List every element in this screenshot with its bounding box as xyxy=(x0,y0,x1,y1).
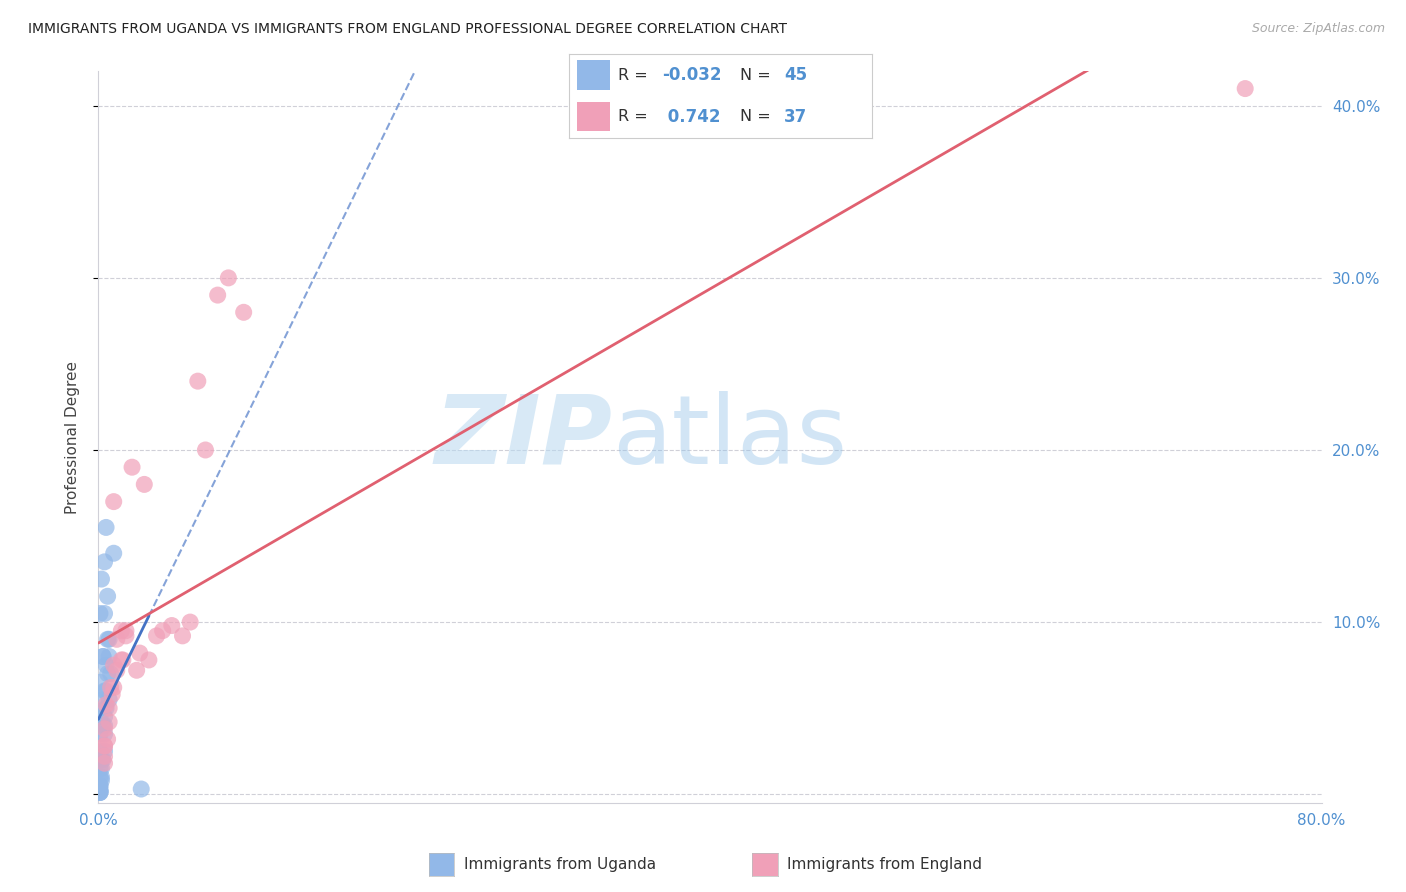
Point xyxy=(115,624,138,638)
Point xyxy=(98,692,121,706)
Point xyxy=(94,520,117,534)
Point xyxy=(89,675,111,690)
Point xyxy=(93,744,115,758)
Bar xyxy=(576,61,610,90)
Point xyxy=(93,727,115,741)
Point xyxy=(90,572,112,586)
Point xyxy=(172,629,194,643)
Point xyxy=(97,732,120,747)
Text: Immigrants from England: Immigrants from England xyxy=(787,857,983,871)
Point xyxy=(134,477,156,491)
Point xyxy=(179,615,201,629)
Point xyxy=(90,761,112,775)
Point xyxy=(93,749,115,764)
Point xyxy=(160,618,183,632)
Point xyxy=(103,681,125,695)
Point xyxy=(1234,81,1257,95)
Point xyxy=(93,756,115,771)
Point xyxy=(93,710,115,724)
Point xyxy=(93,739,115,753)
Point xyxy=(89,785,111,799)
Point xyxy=(121,460,143,475)
Point xyxy=(89,761,111,775)
Text: R =: R = xyxy=(617,109,652,124)
Text: atlas: atlas xyxy=(612,391,848,483)
Point xyxy=(207,288,229,302)
Point xyxy=(91,718,114,732)
Point xyxy=(100,681,122,695)
Point xyxy=(89,785,111,799)
Text: 0.742: 0.742 xyxy=(662,108,720,126)
Point xyxy=(103,658,125,673)
Point xyxy=(129,782,152,797)
Bar xyxy=(576,102,610,131)
Point xyxy=(98,632,121,647)
Point xyxy=(97,666,120,681)
Point xyxy=(90,692,112,706)
Point xyxy=(217,271,239,285)
Point xyxy=(94,698,117,712)
Text: N =: N = xyxy=(740,68,776,83)
Point xyxy=(89,785,111,799)
Point xyxy=(115,629,138,643)
Point xyxy=(98,701,121,715)
Point xyxy=(105,663,128,677)
Text: Source: ZipAtlas.com: Source: ZipAtlas.com xyxy=(1251,22,1385,36)
Point xyxy=(89,727,111,741)
Point xyxy=(111,653,134,667)
Point xyxy=(138,653,160,667)
Point xyxy=(128,646,150,660)
Point xyxy=(125,663,148,677)
Point xyxy=(145,629,167,643)
Point xyxy=(110,624,132,638)
Point xyxy=(93,555,115,569)
Point xyxy=(152,624,174,638)
Point xyxy=(194,442,217,457)
Point xyxy=(93,684,115,698)
Point xyxy=(93,607,115,621)
Text: ZIP: ZIP xyxy=(434,391,612,483)
Point xyxy=(93,718,115,732)
Point xyxy=(97,632,120,647)
Text: IMMIGRANTS FROM UGANDA VS IMMIGRANTS FROM ENGLAND PROFESSIONAL DEGREE CORRELATIO: IMMIGRANTS FROM UGANDA VS IMMIGRANTS FRO… xyxy=(28,22,787,37)
Point xyxy=(93,739,115,753)
Point xyxy=(91,649,114,664)
Point xyxy=(89,779,111,793)
Point xyxy=(94,701,117,715)
Point xyxy=(94,658,117,673)
Point xyxy=(89,770,111,784)
Point xyxy=(89,782,111,797)
Point xyxy=(91,753,114,767)
Text: N =: N = xyxy=(740,109,776,124)
Point xyxy=(103,494,125,508)
Y-axis label: Professional Degree: Professional Degree xyxy=(65,360,80,514)
Point xyxy=(90,770,112,784)
Point xyxy=(100,666,122,681)
Point xyxy=(110,653,132,667)
Point xyxy=(89,710,111,724)
Text: 37: 37 xyxy=(785,108,807,126)
Text: -0.032: -0.032 xyxy=(662,66,721,84)
Point xyxy=(90,773,112,788)
Point xyxy=(105,632,128,647)
Point xyxy=(94,684,117,698)
Text: R =: R = xyxy=(617,68,652,83)
Point xyxy=(103,546,125,560)
Text: 45: 45 xyxy=(785,66,807,84)
Text: Immigrants from Uganda: Immigrants from Uganda xyxy=(464,857,657,871)
Point xyxy=(101,687,124,701)
Point xyxy=(89,607,111,621)
Point xyxy=(89,779,111,793)
Point xyxy=(89,744,111,758)
Point xyxy=(89,783,111,797)
Point xyxy=(89,783,111,797)
Point xyxy=(98,649,121,664)
Point xyxy=(93,722,115,736)
Point xyxy=(187,374,209,388)
Point xyxy=(97,589,120,603)
Point xyxy=(232,305,254,319)
Point xyxy=(98,714,121,729)
Point xyxy=(91,649,114,664)
Point xyxy=(90,753,112,767)
